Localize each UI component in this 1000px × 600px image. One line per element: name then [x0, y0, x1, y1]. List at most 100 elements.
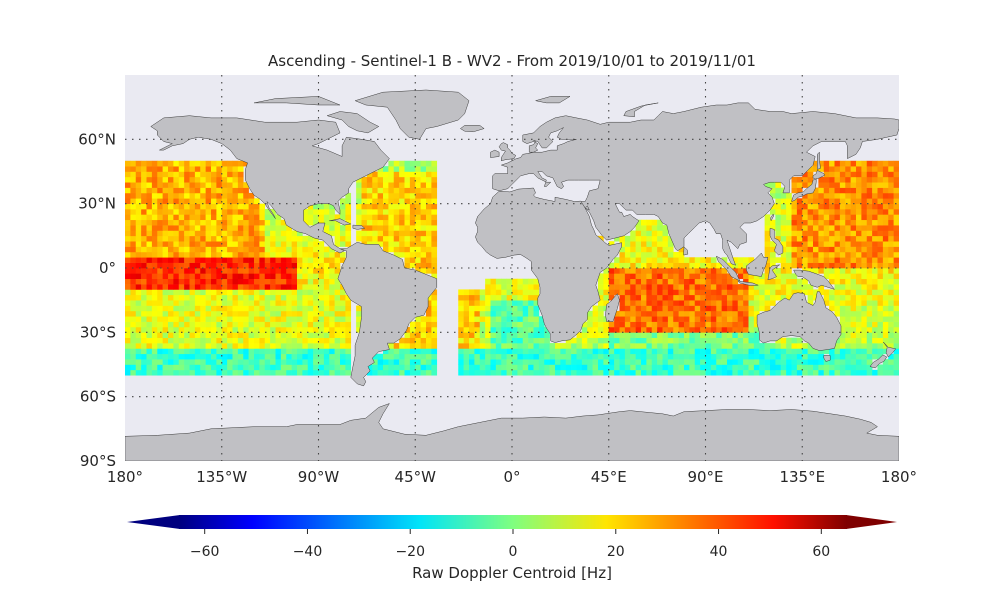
doppler-cell [125, 176, 131, 183]
doppler-cell [420, 192, 427, 199]
doppler-cell [318, 246, 325, 253]
land-sri-lanka [683, 246, 689, 256]
doppler-cell [839, 251, 846, 258]
doppler-cell [705, 348, 712, 355]
doppler-cell [614, 268, 620, 274]
doppler-cell [888, 257, 894, 263]
doppler-cell [850, 326, 857, 333]
doppler-cell [517, 353, 524, 360]
doppler-cell [211, 289, 217, 296]
doppler-cell [194, 326, 201, 333]
doppler-cell [237, 214, 244, 221]
doppler-cell [727, 305, 733, 312]
doppler-cell [619, 353, 626, 360]
doppler-cell [608, 278, 615, 285]
doppler-cell [286, 316, 292, 322]
doppler-cell [533, 310, 540, 317]
doppler-cell [200, 268, 206, 274]
doppler-cell [178, 294, 185, 301]
doppler-cell [151, 321, 158, 328]
doppler-cell [528, 278, 534, 285]
doppler-cell [426, 225, 432, 231]
doppler-cell [248, 326, 255, 333]
doppler-cell [829, 203, 835, 210]
doppler-cell [211, 187, 217, 194]
doppler-cell [340, 305, 346, 312]
doppler-cell [168, 364, 174, 371]
doppler-cell [829, 198, 835, 204]
doppler-cell [280, 326, 287, 333]
doppler-cell [280, 343, 287, 349]
doppler-cell [135, 326, 142, 333]
doppler-cell [888, 209, 894, 215]
doppler-cell [323, 326, 330, 333]
doppler-cell [619, 364, 626, 371]
doppler-cell [829, 192, 835, 199]
doppler-cell [495, 369, 502, 376]
doppler-cell [861, 332, 868, 338]
doppler-cell [555, 369, 561, 376]
doppler-cell [200, 337, 206, 344]
doppler-cell [399, 166, 405, 172]
doppler-cell [641, 273, 647, 280]
doppler-cell [151, 353, 158, 360]
doppler-cell [657, 235, 663, 242]
doppler-cell [264, 316, 271, 322]
doppler-cell [200, 230, 206, 237]
doppler-cell [689, 289, 696, 296]
doppler-cell [641, 225, 647, 231]
doppler-cell [286, 369, 292, 376]
doppler-cell [856, 198, 862, 204]
doppler-cell [662, 316, 669, 322]
doppler-cell [200, 289, 206, 296]
doppler-cell [340, 230, 346, 237]
doppler-cell [291, 348, 298, 355]
doppler-cell [463, 316, 470, 322]
doppler-cell [237, 176, 244, 183]
doppler-cell [614, 359, 620, 365]
doppler-cell [565, 364, 572, 371]
doppler-cell [216, 251, 223, 258]
doppler-cell [673, 359, 679, 365]
doppler-cell [313, 321, 319, 328]
doppler-cell [667, 284, 674, 290]
doppler-cell [151, 300, 158, 306]
doppler-cell [786, 241, 792, 247]
doppler-cell [141, 209, 147, 215]
doppler-cell [302, 305, 309, 312]
doppler-cell [264, 230, 271, 237]
land-eurasia [492, 102, 899, 266]
doppler-cell [861, 300, 868, 306]
doppler-cell [700, 294, 706, 301]
doppler-cell [662, 369, 669, 376]
doppler-cell [829, 289, 835, 296]
doppler-cell [399, 235, 405, 242]
doppler-cell [823, 160, 830, 167]
doppler-cell [533, 294, 540, 301]
doppler-cell [866, 348, 873, 355]
doppler-cell [205, 326, 212, 333]
doppler-cell [845, 321, 851, 328]
doppler-cell [200, 203, 206, 210]
doppler-cell [635, 219, 642, 226]
doppler-cell [162, 278, 169, 285]
doppler-cell [469, 310, 475, 317]
doppler-cell [490, 310, 497, 317]
doppler-cell [807, 251, 814, 258]
doppler-cell [280, 364, 287, 371]
doppler-cell [893, 364, 899, 371]
doppler-cell [313, 369, 319, 376]
doppler-cell [216, 337, 223, 344]
colorbar-gradient [179, 515, 847, 529]
doppler-cell [528, 332, 534, 338]
doppler-cell [200, 198, 206, 204]
doppler-cell [189, 225, 196, 231]
doppler-cell [264, 364, 271, 371]
doppler-cell [689, 294, 696, 301]
doppler-cell [313, 268, 319, 274]
doppler-cell [130, 316, 137, 322]
doppler-cell [377, 182, 384, 188]
doppler-cell [173, 300, 180, 306]
doppler-cell [194, 160, 201, 167]
doppler-cell [850, 235, 857, 242]
